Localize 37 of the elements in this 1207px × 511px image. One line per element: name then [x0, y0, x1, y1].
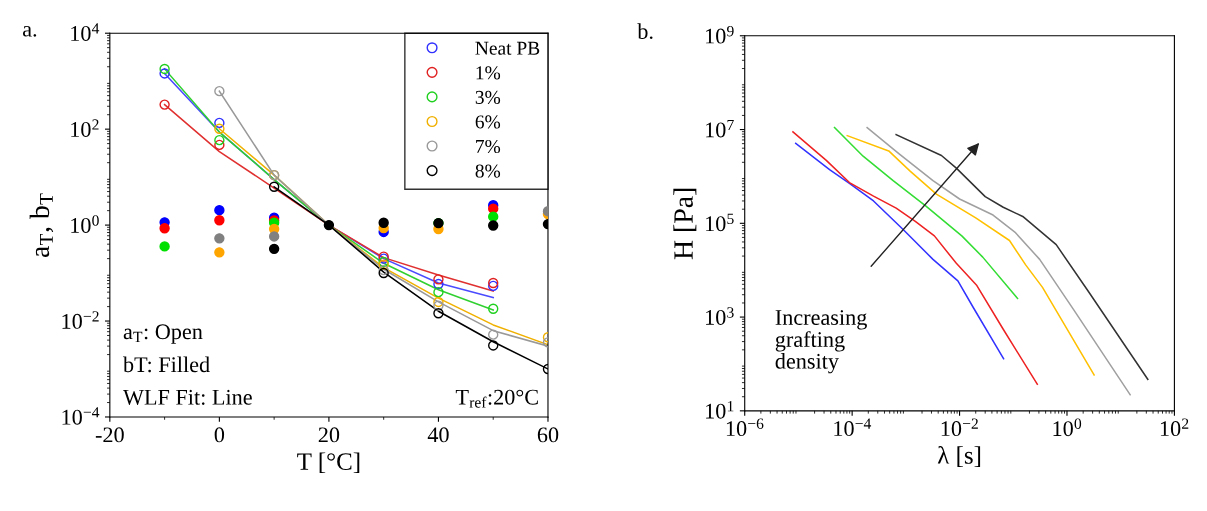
- annotation: WLF Fit: Line: [123, 389, 252, 405]
- y-tick-label: 10$^{4}$: [71, 23, 100, 41]
- legend-label: 8%: [475, 164, 501, 178]
- y-tick-label: 10$^{1}$: [706, 401, 734, 419]
- legend-label: 7%: [476, 139, 501, 154]
- x-tick-label: 20: [318, 427, 340, 443]
- legend-label: 3%: [475, 90, 501, 104]
- y-tick-label: 10$^{2}$: [71, 119, 99, 137]
- x-tick-label: 10$^{2}$: [1160, 418, 1189, 437]
- y-tick-label: 10$^{0}$: [71, 215, 99, 233]
- x-tick-label: -20: [95, 427, 124, 443]
- y-tick-label: 10$^{−4}$: [62, 407, 100, 425]
- y-tick-label: 10$^{5}$: [706, 213, 734, 232]
- y-tick-label: 10$^{−2}$: [62, 311, 99, 329]
- y-tick-label: 10$^{3}$: [706, 307, 734, 325]
- x-tick-label: 10$^{−2}$: [941, 418, 978, 437]
- x-tick-label: 10$^{−6}$: [726, 418, 764, 437]
- x-axis-title: λ [s]: [937, 446, 981, 467]
- annotation: a$_{T}$: Open: [123, 324, 203, 344]
- x-tick-label: 40: [427, 427, 449, 443]
- legend-label: 1%: [476, 66, 501, 80]
- annotation: T$_{ref}$:20°C: [455, 389, 538, 408]
- legend-label: Neat PB: [475, 41, 540, 55]
- chart-title: a.: [22, 25, 37, 37]
- y-tick-label: 10$^{9}$: [706, 25, 734, 44]
- y-tick-label: 10$^{7}$: [706, 119, 734, 138]
- x-tick-label: 10$^{−4}$: [834, 418, 872, 437]
- y-axis-title: H [Pa]: [673, 188, 697, 260]
- annotation: bT: Filled: [122, 356, 210, 373]
- x-tick-label: 10$^{0}$: [1053, 418, 1082, 437]
- x-tick-label: 60: [537, 427, 559, 443]
- x-axis-title: T [°C]: [297, 452, 360, 474]
- annotation: Increasing grafting density: [775, 310, 867, 374]
- x-tick-label: 0: [214, 427, 225, 443]
- legend-label: 6%: [475, 115, 501, 129]
- y-axis-title: a$_{T}$, b$_{T}$: [29, 193, 54, 258]
- chart-title: b.: [637, 23, 653, 39]
